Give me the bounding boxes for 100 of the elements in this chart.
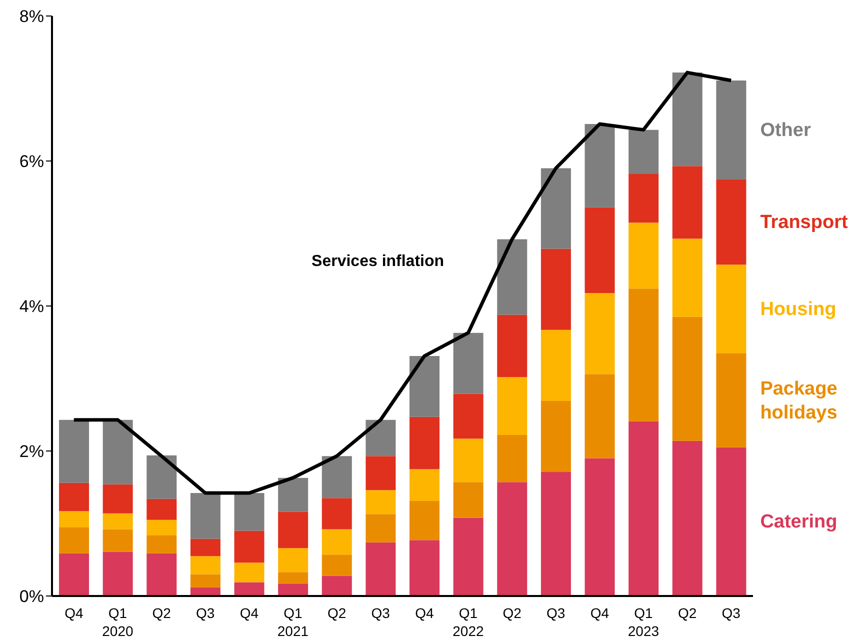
bar [410, 540, 440, 596]
y-tick-label: 2% [19, 442, 44, 462]
bar [628, 222, 659, 289]
bar [366, 456, 396, 490]
bar [102, 552, 133, 596]
x-tick-label: Q3 [196, 605, 215, 621]
bar [628, 130, 659, 174]
bar [146, 535, 177, 554]
y-tick-label: 0% [19, 587, 44, 606]
bar [584, 374, 615, 458]
bar [366, 514, 396, 542]
bar [234, 562, 264, 582]
bar [322, 498, 352, 530]
bar [716, 264, 746, 354]
bar [366, 542, 396, 596]
bar [584, 292, 615, 374]
bar [540, 472, 571, 596]
bar [716, 80, 746, 180]
bar [497, 482, 528, 596]
x-tick-label: Q1 2022 [452, 605, 484, 639]
bar [190, 538, 220, 556]
bar [540, 248, 571, 330]
bar [146, 498, 177, 520]
bar [453, 438, 484, 482]
bar [146, 520, 177, 536]
x-tick-label: Q4 [64, 605, 84, 621]
bar [278, 584, 308, 596]
bar [278, 478, 308, 512]
bar [497, 314, 528, 378]
bar [146, 553, 177, 596]
bar [497, 435, 528, 482]
bar [453, 518, 484, 596]
bar [59, 420, 90, 483]
bar [190, 556, 220, 574]
y-tick-label: 8% [19, 7, 44, 26]
bar [146, 455, 177, 499]
bar [234, 582, 264, 596]
bar [584, 458, 615, 596]
bar [59, 527, 90, 554]
bar [190, 574, 220, 588]
bar [366, 420, 396, 456]
bar [672, 166, 702, 239]
bar [453, 482, 484, 518]
bar [59, 482, 90, 512]
bar [628, 174, 659, 223]
bar [59, 553, 90, 596]
bar [410, 416, 440, 470]
bar [102, 420, 133, 484]
x-tick-label: Q3 [371, 605, 390, 621]
x-tick-label: Q4 [240, 605, 259, 621]
bar [672, 72, 702, 166]
bar [366, 490, 396, 514]
text: Services inflation [312, 253, 444, 270]
bar [540, 330, 571, 401]
bar [322, 576, 352, 596]
y-tick-label: 6% [19, 152, 44, 172]
bar [540, 168, 571, 249]
bar [410, 501, 440, 540]
bar [322, 554, 352, 576]
x-tick-label: Q3 [722, 605, 741, 621]
x-tick-label: Q3 [546, 605, 566, 621]
bar [628, 421, 659, 596]
x-tick-label: Q1 2021 [277, 605, 309, 639]
bar [190, 493, 220, 539]
bar [59, 511, 90, 528]
x-tick-label: Q2 [502, 605, 522, 621]
bar [540, 400, 571, 472]
x-tick-label: Q1 2023 [628, 605, 660, 639]
bar [716, 353, 746, 448]
bar [410, 356, 440, 417]
bar [234, 493, 264, 531]
bar [278, 512, 308, 548]
line-series [72, 70, 733, 495]
series-label: Transport [760, 212, 848, 233]
bar [672, 440, 702, 596]
x-tick-label: Q2 [152, 605, 172, 621]
bar [322, 529, 352, 555]
series-label: Other [760, 120, 812, 141]
bar [278, 572, 308, 584]
series-label: Housing [760, 298, 836, 320]
bar [234, 530, 264, 563]
bar [497, 239, 528, 315]
bar [410, 469, 440, 502]
bar [322, 456, 352, 498]
x-tick-label: Q1 2020 [102, 605, 134, 639]
bar [716, 179, 746, 265]
bar [584, 124, 615, 208]
bar [278, 548, 308, 572]
y-tick-label: 4% [19, 297, 44, 316]
bar [453, 394, 484, 439]
bar [584, 207, 615, 293]
x-tick-label: Q4 [415, 605, 434, 621]
bar [628, 288, 659, 422]
bar [672, 238, 702, 317]
x-tick-label: Q2 [678, 605, 697, 621]
x-tick-label: Q4 [590, 605, 610, 621]
bar [672, 316, 702, 441]
bar [102, 484, 133, 514]
bar [102, 513, 133, 530]
x-tick-label: Q2 [327, 605, 346, 621]
